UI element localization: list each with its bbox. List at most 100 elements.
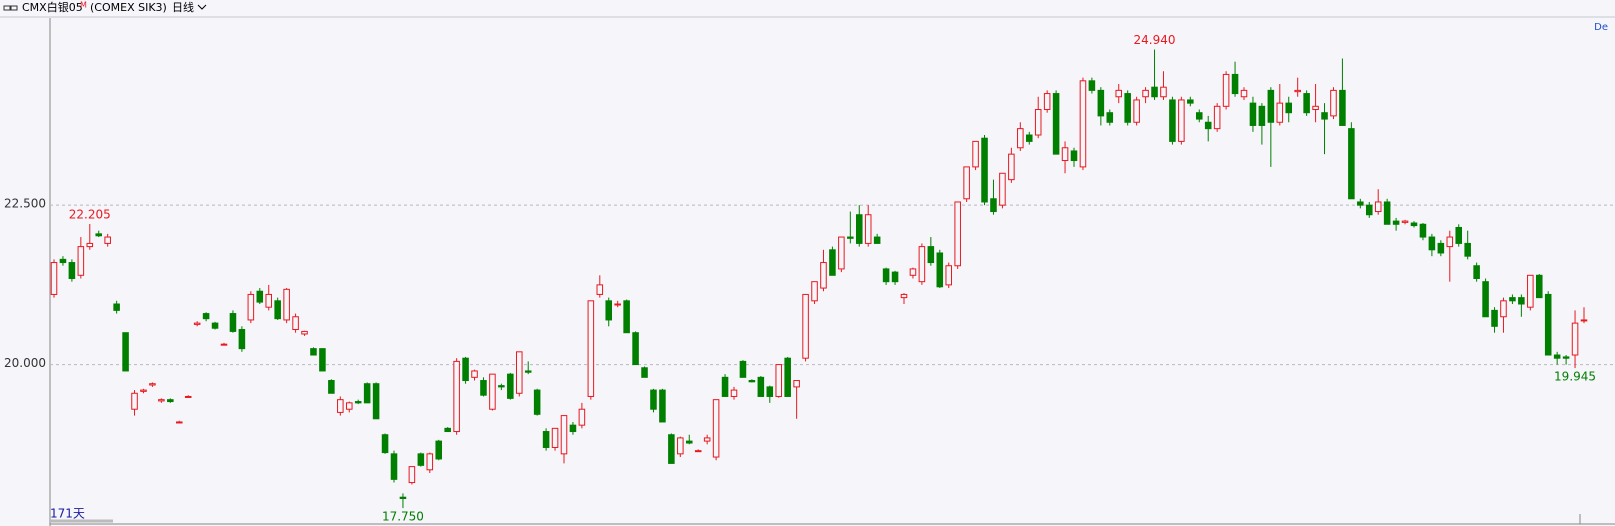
- candle-body: [829, 249, 836, 276]
- candle-body: [184, 395, 192, 398]
- candle-body: [1553, 354, 1561, 359]
- candle-body: [1491, 309, 1498, 327]
- candle-body: [1535, 274, 1543, 299]
- candle-body: [587, 300, 595, 397]
- period-chevron[interactable]: [197, 4, 207, 10]
- candle-body: [462, 357, 469, 382]
- candle-body: [551, 427, 559, 448]
- candle-body: [1571, 322, 1579, 356]
- candle-body: [802, 293, 809, 359]
- candle-body: [900, 293, 908, 299]
- candle-body: [1401, 220, 1409, 223]
- candle-body: [1357, 201, 1364, 206]
- candle-body: [614, 303, 621, 306]
- candle-body: [59, 258, 67, 264]
- candle-body: [345, 402, 353, 410]
- candle-body: [596, 284, 604, 295]
- candle-body: [981, 137, 988, 203]
- candle-body: [86, 242, 94, 248]
- candle-body: [122, 332, 129, 372]
- candle-body: [909, 268, 917, 276]
- candle-body: [1312, 105, 1319, 111]
- candle-body: [1365, 204, 1373, 216]
- candle-body: [193, 322, 201, 325]
- candle-body: [999, 172, 1006, 206]
- candle-body: [1124, 93, 1131, 123]
- candle-body: [220, 343, 228, 346]
- header-icon: [3, 5, 18, 11]
- candle-body: [1348, 128, 1355, 200]
- candle-body: [1025, 134, 1033, 142]
- candle-body: [471, 370, 478, 378]
- candle-body: [238, 329, 246, 350]
- candle-body: [1169, 99, 1176, 142]
- candle-body: [650, 389, 657, 410]
- extreme-label: 19.945: [1554, 370, 1596, 384]
- candle-body: [319, 348, 326, 372]
- candle-body: [167, 399, 174, 403]
- candle-body: [337, 399, 344, 413]
- candle-body: [301, 330, 308, 335]
- candle-body: [757, 376, 765, 397]
- candle-body: [1178, 99, 1185, 142]
- candle-body: [1008, 153, 1015, 181]
- candle-body: [1160, 86, 1167, 98]
- candle-body: [68, 262, 76, 279]
- candle-body: [1034, 109, 1042, 136]
- candle-body: [1052, 93, 1060, 155]
- candle-body: [453, 360, 460, 433]
- candle-body: [1419, 223, 1427, 238]
- candle-body: [50, 262, 58, 295]
- candle-body: [1518, 297, 1525, 305]
- candle-body: [855, 214, 863, 244]
- candle-body: [1061, 147, 1069, 162]
- days-label: 171天: [50, 507, 85, 521]
- candle-body: [1267, 89, 1275, 123]
- candle-body: [1374, 201, 1382, 213]
- candle-body: [435, 440, 443, 460]
- candle-body: [524, 370, 532, 373]
- candle-body: [354, 401, 362, 404]
- candle-body: [256, 290, 264, 303]
- candle-body: [1527, 274, 1534, 308]
- candle-body: [113, 303, 120, 311]
- candle-body: [372, 383, 380, 420]
- extreme-label: 22.205: [69, 207, 111, 221]
- candle-body: [1303, 93, 1310, 114]
- candle-body: [1240, 89, 1248, 98]
- candle-body: [1392, 220, 1400, 225]
- candle-body: [542, 431, 550, 448]
- candle-body: [748, 380, 756, 383]
- candle-body: [140, 389, 147, 392]
- candle-body: [1294, 89, 1301, 93]
- candle-body: [1133, 99, 1140, 123]
- candle-body: [685, 440, 693, 444]
- candle-body: [864, 214, 872, 244]
- candle-body: [1428, 236, 1436, 251]
- candle-body: [444, 427, 451, 433]
- candle-body: [578, 408, 586, 426]
- candle-body: [328, 380, 335, 394]
- candle-body: [1446, 236, 1454, 248]
- candle-body: [1509, 297, 1516, 302]
- code: (COMEX SIK3): [90, 1, 167, 14]
- candle-body: [507, 373, 514, 399]
- candle-body: [363, 383, 371, 404]
- candle-body: [417, 453, 425, 466]
- candle-body: [1142, 89, 1149, 98]
- candle-body: [1580, 319, 1588, 322]
- candle-body: [175, 421, 183, 424]
- candle-body: [1043, 93, 1051, 111]
- y-tick-label: 20.000: [4, 356, 46, 370]
- candle-body: [1383, 201, 1391, 225]
- candle-body: [399, 496, 407, 499]
- candle-body: [623, 300, 630, 334]
- candle-body: [533, 389, 541, 415]
- candle-body: [95, 233, 103, 237]
- candle-body: [229, 313, 237, 332]
- period-selector[interactable]: 日线: [172, 0, 194, 14]
- candle-body: [480, 380, 487, 396]
- candle-body: [954, 201, 961, 267]
- candle-body: [712, 399, 720, 458]
